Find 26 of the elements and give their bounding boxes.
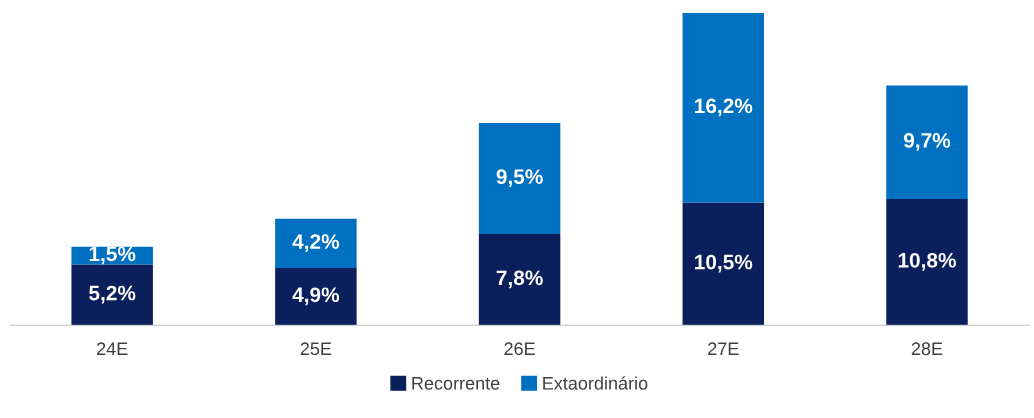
x-tick-label: 27E xyxy=(708,342,739,355)
x-tick-label: 25E xyxy=(300,342,332,356)
bar xyxy=(478,122,561,234)
bar xyxy=(682,202,765,326)
bar xyxy=(275,218,357,268)
data-label: 1,5% xyxy=(89,246,136,265)
bar xyxy=(886,85,968,199)
bar xyxy=(682,12,765,203)
data-label: 4,2% xyxy=(292,234,340,252)
legend-label: Extaordinário xyxy=(543,376,648,390)
data-label: 10,5% xyxy=(695,254,753,273)
data-label: 5,2% xyxy=(89,285,136,304)
data-label: 4,9% xyxy=(292,287,340,306)
bar xyxy=(275,267,357,326)
data-label: 7,8% xyxy=(496,270,543,289)
bar xyxy=(886,198,968,326)
bar xyxy=(478,233,561,326)
x-tick-label: 26E xyxy=(504,342,535,356)
x-tick-label: 28E xyxy=(911,342,943,356)
data-label: 9,5% xyxy=(496,169,543,188)
x-tick-label: 24E xyxy=(97,342,128,355)
data-label: 16,2% xyxy=(695,98,753,117)
data-label: 9,7% xyxy=(903,133,951,151)
bar xyxy=(71,264,153,326)
data-label: 10,8% xyxy=(898,252,956,271)
legend-label: Recorrente xyxy=(412,377,500,390)
